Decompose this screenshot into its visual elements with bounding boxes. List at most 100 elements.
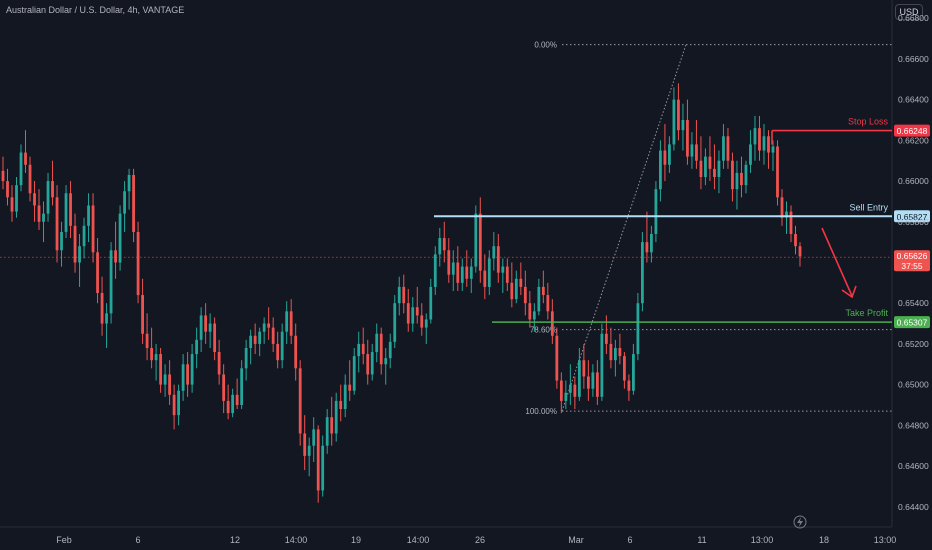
fibonacci-retracement[interactable]: 0.00% 78.60% 100.00%	[525, 41, 892, 416]
candle	[15, 176, 18, 218]
candle-body	[24, 152, 27, 165]
candle-body	[442, 238, 446, 251]
candle	[523, 270, 527, 316]
candle-body	[208, 323, 212, 332]
currency-button[interactable]: USD	[895, 4, 923, 20]
candle-body	[231, 394, 235, 414]
fib-level-label: 78.60%	[530, 326, 557, 335]
x-tick-label: 26	[475, 535, 485, 545]
candle	[460, 258, 464, 291]
candle-body	[105, 313, 108, 324]
candle-body	[298, 368, 302, 434]
candle-body	[226, 400, 230, 414]
candle-body	[154, 354, 158, 361]
candle-body	[46, 181, 50, 214]
candle	[411, 297, 415, 332]
last-price-label: 0.65626	[897, 251, 928, 261]
candle	[672, 87, 676, 151]
time-axis[interactable]: Feb 6 12 14:00 19 14:00 26 Mar 6 11 13:00 18 13:00	[56, 535, 896, 545]
candle	[668, 136, 671, 173]
x-tick-label: 13:00	[751, 535, 774, 545]
candle-body	[69, 193, 72, 226]
candle-body	[402, 286, 406, 304]
candle	[343, 374, 347, 418]
candle	[555, 327, 559, 389]
candle-body	[501, 266, 505, 273]
candle	[249, 329, 253, 365]
candle	[262, 317, 266, 344]
candle-body	[622, 356, 626, 381]
candle	[505, 258, 509, 291]
candle-body	[406, 303, 410, 324]
candle	[406, 288, 410, 332]
candle	[753, 115, 757, 161]
price-axis[interactable]: 0.66800 0.66600 0.66400 0.66200 0.66000 0.658…	[894, 13, 930, 512]
candle-body	[244, 347, 248, 369]
candle	[51, 160, 54, 206]
candle-body	[348, 384, 352, 391]
candle-body	[217, 352, 221, 375]
candle	[289, 299, 293, 344]
candle-body	[645, 242, 649, 253]
candle	[69, 181, 72, 239]
candle	[348, 360, 352, 401]
candle-body	[289, 311, 293, 336]
annotations	[793, 227, 857, 529]
candle	[258, 327, 262, 357]
candle	[253, 323, 257, 355]
candle	[659, 140, 662, 202]
candle-body	[118, 213, 122, 263]
candle	[514, 270, 518, 304]
candle-body	[280, 331, 284, 361]
candle-body	[550, 311, 554, 336]
candle-body	[618, 347, 622, 357]
candle-body	[352, 356, 356, 391]
candle-body	[60, 231, 63, 251]
projection-arrowhead	[841, 285, 857, 299]
candle-body	[267, 323, 271, 328]
candle	[312, 417, 316, 462]
y-tick-label: 0.66800	[898, 13, 929, 23]
candle	[321, 435, 325, 497]
candle-body	[181, 364, 185, 391]
candle	[641, 231, 644, 312]
candle-body	[303, 433, 307, 456]
candle	[154, 343, 158, 381]
candle	[433, 246, 437, 296]
candle	[127, 168, 131, 210]
candle-body	[555, 335, 559, 381]
candle	[24, 130, 27, 173]
candle-body	[595, 372, 599, 397]
candle-body	[330, 417, 334, 434]
candle-body	[771, 146, 775, 153]
candle-body	[789, 211, 793, 234]
candle	[87, 193, 90, 243]
candle	[465, 250, 469, 287]
candle	[204, 303, 208, 344]
chart-title: Australian Dollar / U.S. Dollar, 4h, VAN…	[6, 5, 185, 15]
candle-body	[132, 174, 135, 232]
x-tick-label: 6	[627, 535, 632, 545]
candle	[1, 156, 5, 190]
candle	[654, 181, 658, 243]
candle	[663, 124, 667, 182]
candle	[267, 307, 271, 340]
x-tick-label: 18	[819, 535, 829, 545]
candle	[722, 124, 725, 169]
y-tick-label: 0.64400	[898, 502, 929, 512]
candle-body	[753, 128, 757, 145]
candle-body	[613, 347, 617, 361]
candle	[213, 317, 217, 361]
candle-body	[51, 181, 54, 198]
candle-body	[186, 364, 190, 385]
x-tick-label: 12	[230, 535, 240, 545]
candle-body	[731, 160, 734, 190]
candle-body	[204, 315, 208, 332]
candle-body	[541, 286, 545, 296]
x-tick-label: 13:00	[874, 535, 897, 545]
candle-body	[339, 400, 343, 410]
trade-levels[interactable]: Stop Loss 0.66248 Sell Entry 0.65827 Take Pr…	[0, 117, 930, 329]
candle-body	[361, 343, 365, 355]
candle-body	[109, 250, 113, 314]
